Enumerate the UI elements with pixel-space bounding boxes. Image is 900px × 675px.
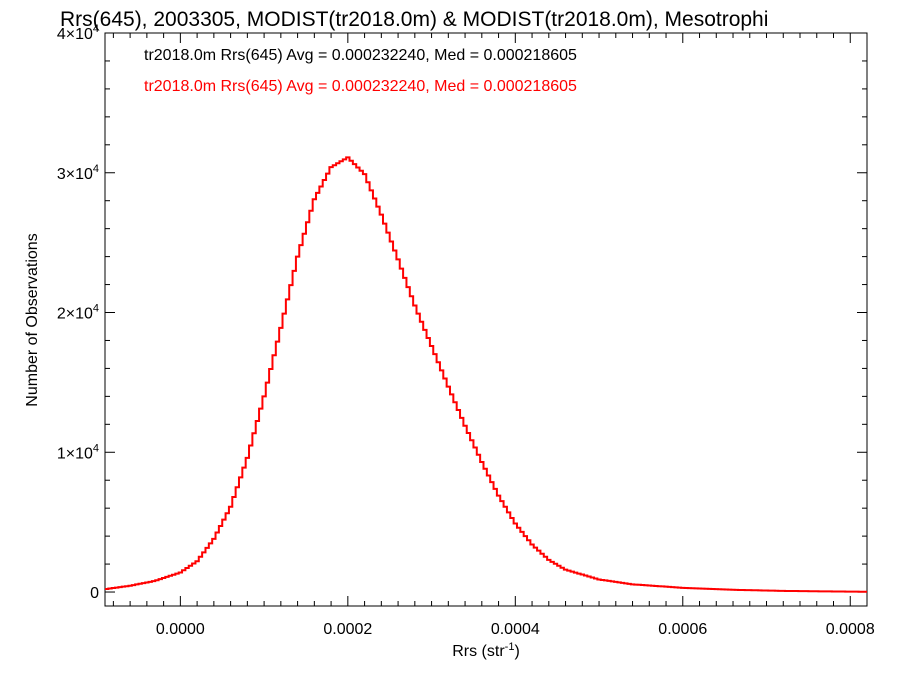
x-tick-label: 0.0000 [156,621,205,638]
axis-ticks [105,32,867,606]
y-tick-label: 1×104 [57,442,99,462]
chart-title: Rrs(645), 2003305, MODIST(tr2018.0m) & M… [60,8,768,31]
tick-labels: 0.0000 0.0002 0.0004 0.0006 0.0008 0 1×104 2×10… [57,23,875,638]
annotation-stats-red: tr2018.0m Rrs(645) Avg = 0.000232240, Me… [144,78,577,95]
annotation-stats-black: tr2018.0m Rrs(645) Avg = 0.000232240, Me… [144,47,577,64]
y-axis-label: Number of Observations [24,233,41,406]
y-tick-label: 3×104 [57,163,99,183]
plot-frame [104,32,868,607]
x-tick-label: 0.0004 [491,621,540,638]
x-tick-label: 0.0002 [323,621,372,638]
x-axis-label: Rrs (str-1) [452,641,520,660]
x-tick-label: 0.0008 [826,621,875,638]
y-tick-label: 4×104 [57,23,99,43]
histogram-series-red [105,156,867,593]
x-tick-label: 0.0006 [658,621,707,638]
y-tick-label: 2×104 [57,303,99,323]
y-tick-label: 0 [90,585,99,602]
